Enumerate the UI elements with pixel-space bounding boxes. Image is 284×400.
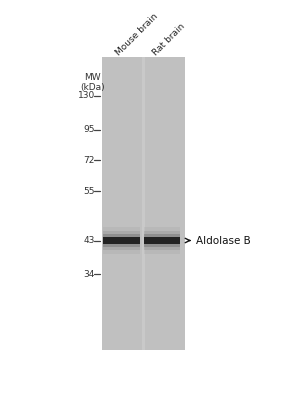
Text: 34: 34	[83, 270, 95, 279]
Bar	[102, 57, 185, 350]
Text: MW
(kDa): MW (kDa)	[80, 73, 105, 92]
Text: 43: 43	[83, 236, 95, 245]
Bar	[145, 234, 180, 246]
Text: Aldolase B: Aldolase B	[196, 236, 251, 246]
Bar	[142, 57, 145, 350]
Bar	[145, 227, 180, 254]
Bar	[103, 237, 140, 244]
Bar	[103, 227, 140, 254]
Text: 55: 55	[83, 187, 95, 196]
Text: Mouse brain: Mouse brain	[114, 12, 160, 57]
Text: 95: 95	[83, 125, 95, 134]
Text: Rat brain: Rat brain	[151, 22, 187, 57]
Bar	[103, 234, 140, 246]
Text: 130: 130	[78, 91, 95, 100]
Bar	[145, 231, 180, 250]
Bar	[103, 231, 140, 250]
Text: 72: 72	[83, 156, 95, 165]
Bar	[145, 237, 180, 244]
